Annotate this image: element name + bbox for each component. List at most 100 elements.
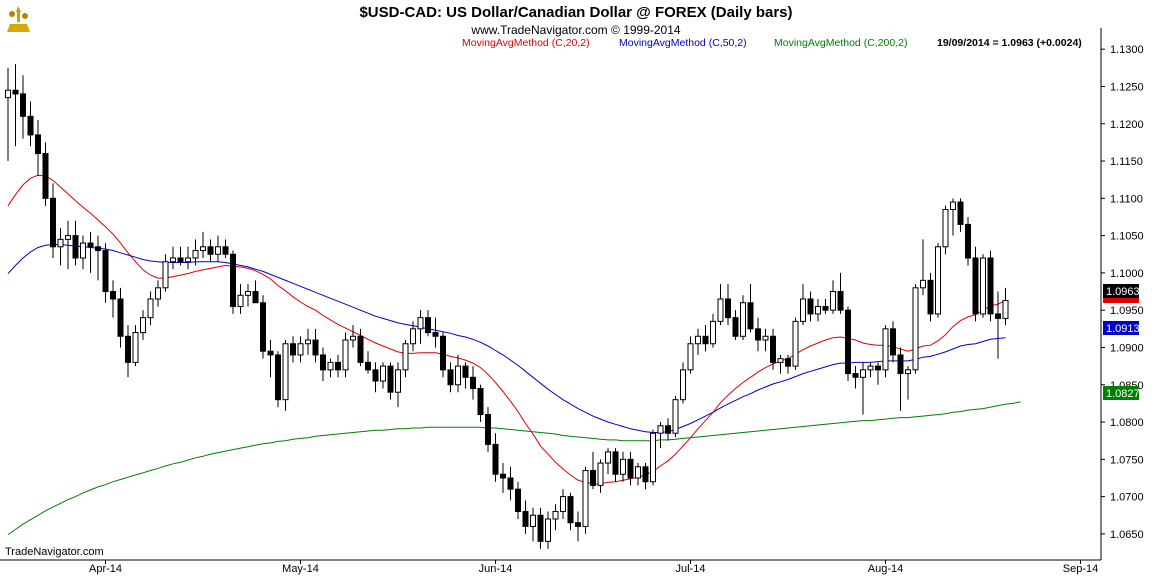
x-tick-label: Jun-14 <box>479 563 513 575</box>
candle <box>890 321 896 363</box>
candle <box>567 492 574 531</box>
candle-body <box>897 354 904 375</box>
candle-body <box>890 328 896 356</box>
candle-body <box>177 257 184 263</box>
candle-body <box>965 223 971 259</box>
candle <box>305 328 311 355</box>
candle-body <box>447 369 454 386</box>
candle-body <box>12 89 19 95</box>
candle <box>695 328 701 355</box>
candle <box>747 284 754 333</box>
candle-body <box>380 365 386 382</box>
candle <box>372 362 379 393</box>
y-tick-label: 1.0750 <box>1110 454 1144 466</box>
candle <box>860 362 866 415</box>
candle-body <box>552 511 559 520</box>
candle <box>882 325 889 378</box>
badge-last: 1.0963 <box>1103 284 1140 298</box>
badge-ma50: 1.0913 <box>1103 321 1140 335</box>
candle-body <box>432 332 439 337</box>
candle-body <box>680 369 686 401</box>
candle-body <box>875 365 881 371</box>
candle-body <box>305 339 311 345</box>
candle <box>5 67 11 162</box>
candle-body <box>440 335 446 371</box>
candle <box>867 362 874 378</box>
y-tick-label: 1.1200 <box>1110 119 1144 131</box>
candle <box>845 306 851 382</box>
candle <box>522 500 529 534</box>
candle-body <box>560 496 566 513</box>
candle <box>612 448 619 482</box>
candle <box>297 336 304 363</box>
candle <box>777 354 784 374</box>
candle-body <box>762 335 769 341</box>
candle-body <box>290 343 296 356</box>
candle <box>905 366 911 400</box>
candle-body <box>267 350 274 356</box>
candle <box>35 120 41 176</box>
candle-body <box>65 235 71 240</box>
badge-last-text: 1.0963 <box>1106 286 1140 298</box>
candle-body <box>117 298 124 337</box>
candle-body <box>522 511 529 527</box>
candle <box>177 246 184 266</box>
candle <box>447 362 454 393</box>
candle <box>852 366 859 389</box>
candle <box>222 239 229 258</box>
candle-body <box>72 235 79 259</box>
candle <box>875 362 881 385</box>
y-tick-label: 1.1250 <box>1110 81 1144 93</box>
candle <box>687 336 694 374</box>
candle <box>357 328 364 367</box>
candle-body <box>485 414 491 445</box>
candle-body <box>470 376 476 389</box>
candle-body <box>372 369 379 382</box>
candle-body <box>275 354 281 401</box>
candle-body <box>935 246 941 315</box>
candle-body <box>20 93 26 117</box>
candle <box>402 340 409 378</box>
candle <box>710 313 716 348</box>
candle <box>462 362 469 389</box>
x-tick-label: Aug-14 <box>868 563 903 575</box>
y-tick-label: 1.0700 <box>1110 492 1144 504</box>
candle <box>995 291 1001 359</box>
candle-body <box>110 291 116 300</box>
candle-body <box>785 358 791 367</box>
candle-body <box>1002 299 1009 319</box>
candle <box>200 231 206 258</box>
candle-body <box>245 291 251 296</box>
candle <box>575 511 581 542</box>
candle <box>425 310 431 337</box>
candle-body <box>387 365 394 393</box>
candle-body <box>732 317 739 337</box>
candle-body <box>927 279 934 315</box>
candle-body <box>830 291 836 311</box>
candle-body <box>672 399 679 434</box>
candle <box>237 284 244 314</box>
candle-body <box>687 343 694 371</box>
candle <box>455 354 461 393</box>
candle-body <box>920 279 926 289</box>
candle-body <box>5 89 11 99</box>
candle-body <box>410 328 416 345</box>
candle <box>920 239 926 296</box>
candle <box>140 310 146 341</box>
candle-body <box>207 246 214 255</box>
candle-body <box>747 302 754 330</box>
candle <box>162 254 169 292</box>
moving-averages <box>7 174 1021 536</box>
candle <box>530 507 536 542</box>
candle <box>260 295 266 359</box>
candle <box>927 272 934 322</box>
candle <box>230 250 236 314</box>
candle <box>125 325 131 378</box>
candle-body <box>237 294 244 307</box>
candle <box>680 362 686 404</box>
candles <box>5 64 1009 549</box>
chart-title: $USD-CAD: US Dollar/Canadian Dollar @ FO… <box>359 4 792 21</box>
candle-body <box>710 320 716 345</box>
candle <box>102 243 109 303</box>
candle-body <box>50 197 56 248</box>
